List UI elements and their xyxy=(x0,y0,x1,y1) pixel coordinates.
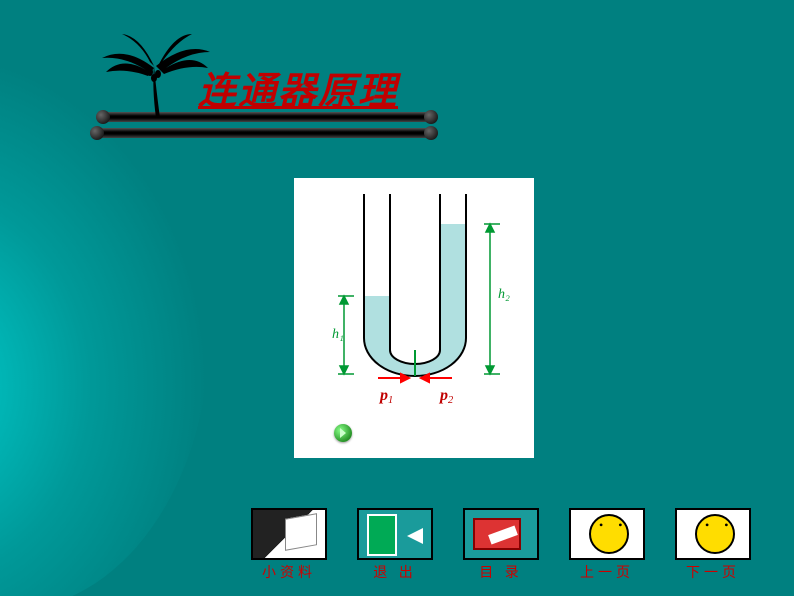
play-bullet-icon xyxy=(334,424,352,442)
nav-label: 小资料 xyxy=(262,562,316,582)
h1-label: h₁ xyxy=(332,327,344,342)
face-icon xyxy=(569,508,645,560)
nav-info-button[interactable]: 小资料 xyxy=(250,508,328,582)
nav-label: 上一页 xyxy=(580,562,634,582)
nav-exit-button[interactable]: 退 出 xyxy=(356,508,434,582)
face-icon xyxy=(675,508,751,560)
diagram-box: h₁ h₂ p1 p2 xyxy=(294,178,534,458)
nav-toc-button[interactable]: 目 录 xyxy=(462,508,540,582)
book-icon xyxy=(251,508,327,560)
slide: 连通器原理 h₁ h₂ p1 p2 p2 > p1 小资料退 出目 录 xyxy=(0,0,794,596)
title-underline-bar xyxy=(94,128,434,138)
exit-icon xyxy=(357,508,433,560)
h2-label: h₂ xyxy=(498,287,510,302)
nav-label: 目 录 xyxy=(479,562,523,582)
mail-icon xyxy=(463,508,539,560)
nav-bar: 小资料 退 出 目 录 上一页 下一页 xyxy=(250,508,752,582)
slide-title: 连通器原理 xyxy=(198,60,398,115)
p2-label: p2 xyxy=(438,387,453,406)
nav-label: 退 出 xyxy=(373,562,417,582)
utube-diagram: h₁ h₂ p1 p2 xyxy=(294,178,534,458)
nav-prev-button[interactable]: 上一页 xyxy=(568,508,646,582)
utube-inner xyxy=(390,194,440,364)
p1-label: p1 xyxy=(378,387,393,406)
nav-label: 下一页 xyxy=(686,562,740,582)
nav-next-button[interactable]: 下一页 xyxy=(674,508,752,582)
